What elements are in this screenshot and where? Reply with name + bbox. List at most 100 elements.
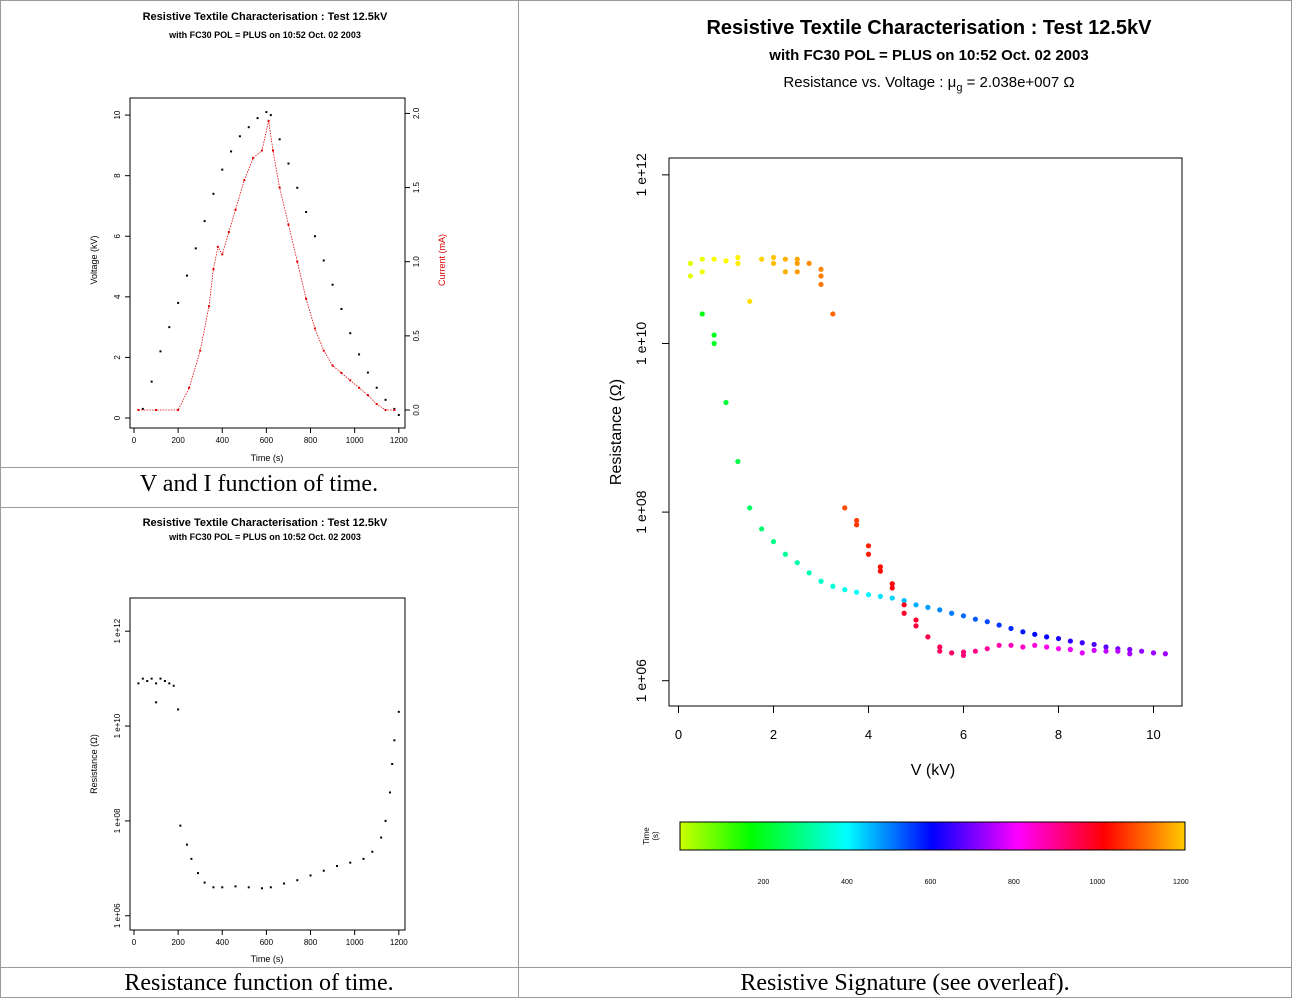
resistance-point xyxy=(322,869,325,872)
signature-point xyxy=(1091,641,1097,648)
resistance-point xyxy=(393,739,396,742)
resistance-point xyxy=(391,763,394,765)
voltage-point xyxy=(322,259,325,262)
voltage-point xyxy=(296,186,299,189)
voltage-point xyxy=(203,220,206,223)
signature-point xyxy=(1067,638,1073,644)
signature-point xyxy=(818,281,824,288)
signature-point xyxy=(1127,651,1133,657)
signature-point xyxy=(925,634,931,640)
voltage-point xyxy=(212,192,215,195)
y-tick-label: 1 e+12 xyxy=(113,618,122,643)
current-point xyxy=(358,386,361,389)
current-point xyxy=(137,409,140,411)
colorbar-label: Time(s) xyxy=(642,827,660,845)
x-tick-label: 0 xyxy=(132,436,137,445)
current-point xyxy=(221,253,224,256)
signature-point xyxy=(984,619,990,625)
x-tick-label: 800 xyxy=(304,436,318,445)
voltage-point xyxy=(331,283,334,286)
resistance-point xyxy=(336,864,339,867)
voltage-point xyxy=(384,398,387,401)
y-tick-label: 0 xyxy=(113,415,122,420)
x-tick-label: 600 xyxy=(260,938,274,947)
resistance-point xyxy=(137,682,140,685)
chart-vi-title: Resistive Textile Characterisation : Tes… xyxy=(143,11,388,23)
current-point xyxy=(260,149,263,152)
colorbar-tick-label: 800 xyxy=(1008,879,1020,886)
signature-point xyxy=(818,578,824,584)
x-tick-label: 600 xyxy=(260,436,274,445)
current-point xyxy=(375,403,378,406)
signature-point xyxy=(1032,631,1038,637)
voltage-point xyxy=(269,114,272,117)
signature-point xyxy=(1127,646,1133,653)
voltage-point xyxy=(305,211,308,214)
chart-sig-layer: 0 2 4 6 8 10 1 e+06 1 e+08 1 e+10 1 e+12 xyxy=(633,153,1168,742)
signature-point xyxy=(996,642,1002,648)
signature-point xyxy=(806,570,812,576)
resistance-point xyxy=(185,843,188,846)
y-tick-label: 1 e+10 xyxy=(633,322,649,365)
resistance-point xyxy=(221,886,224,889)
x-tick-label: 800 xyxy=(304,938,318,947)
current-point xyxy=(188,386,191,389)
signature-point xyxy=(960,652,967,659)
voltage-point xyxy=(265,111,268,114)
y-right-tick-label: 1.0 xyxy=(412,256,421,268)
voltage-point xyxy=(313,235,316,238)
chart-signature: Resistive Textile Characterisation : Tes… xyxy=(608,17,1189,886)
x-tick-label: 6 xyxy=(960,727,967,742)
resistance-point xyxy=(380,836,383,839)
colorbar-tick-label: 1000 xyxy=(1090,879,1106,886)
y-tick-label: 1 e+10 xyxy=(113,713,122,738)
resistance-point xyxy=(234,885,237,888)
divider-vertical xyxy=(518,0,519,998)
resistance-point xyxy=(296,879,299,882)
resistance-point xyxy=(212,886,215,889)
signature-point xyxy=(1162,651,1168,657)
x-tick-label: 1200 xyxy=(390,938,408,947)
current-point xyxy=(331,364,334,367)
signature-point xyxy=(901,598,907,604)
signature-point xyxy=(711,340,717,347)
voltage-point xyxy=(287,162,290,165)
signature-point xyxy=(747,505,753,511)
y-tick-label: 1 e+12 xyxy=(633,153,649,196)
current-point xyxy=(384,409,387,411)
current-point xyxy=(366,394,369,397)
x-tick-label: 0 xyxy=(132,938,137,947)
x-tick-label: 1000 xyxy=(346,436,364,445)
current-point xyxy=(216,245,219,248)
signature-point xyxy=(877,593,883,600)
signature-point xyxy=(770,254,777,261)
signature-point xyxy=(889,585,895,591)
y-tick-label: 2 xyxy=(113,355,122,360)
current-point xyxy=(227,231,230,234)
signature-point xyxy=(1103,644,1109,650)
voltage-point xyxy=(247,126,250,129)
signature-point xyxy=(1079,650,1085,656)
x-tick-label: 0 xyxy=(675,727,682,742)
voltage-point xyxy=(375,386,378,389)
x-tick-label: 200 xyxy=(171,938,185,947)
signature-point xyxy=(782,269,788,275)
chart-sig-title: Resistive Textile Characterisation : Tes… xyxy=(706,17,1152,39)
x-axis-label: Time (s) xyxy=(251,954,284,964)
voltage-point xyxy=(177,301,180,304)
y-right-tick-label: 1.5 xyxy=(412,181,421,193)
resistance-point xyxy=(260,887,263,890)
signature-point xyxy=(1103,648,1109,654)
signature-point xyxy=(889,581,895,587)
voltage-point xyxy=(238,135,241,138)
resistance-point xyxy=(196,872,199,875)
colorbar-ticks: 200 400 600 800 1000 1200 xyxy=(758,879,1189,886)
signature-point xyxy=(972,648,978,654)
signature-point xyxy=(1020,644,1026,650)
resistance-point xyxy=(384,819,387,822)
current-point xyxy=(252,156,255,159)
signature-point xyxy=(699,256,705,262)
signature-point xyxy=(913,602,919,608)
chart-res-subtitle: with FC30 POL = PLUS on 10:52 Oct. 02 20… xyxy=(168,532,361,542)
voltage-point xyxy=(256,117,259,120)
